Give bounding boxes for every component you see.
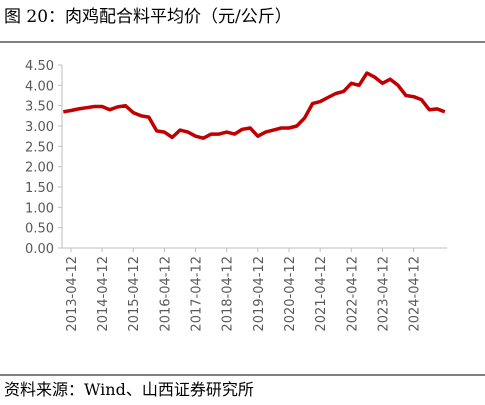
y-tick-label: 2.50	[25, 140, 54, 155]
x-tick-label: 2023-04-12	[376, 256, 391, 332]
y-tick-label: 1.50	[25, 181, 54, 196]
x-tick-label: 2024-04-12	[408, 256, 423, 332]
x-tick-label: 2022-04-12	[345, 256, 360, 332]
y-tick-label: 4.00	[25, 79, 54, 94]
y-tick-label: 1.00	[25, 201, 54, 216]
y-tick-label: 3.00	[25, 120, 54, 135]
x-tick-label: 2019-04-12	[252, 256, 267, 332]
y-tick-label: 0.00	[25, 242, 54, 257]
x-tick-label: 2015-04-12	[127, 256, 142, 332]
y-tick-label: 4.50	[25, 59, 54, 74]
x-tick-label: 2014-04-12	[96, 256, 111, 332]
x-tick-label: 2021-04-12	[314, 256, 329, 332]
x-tick-label: 2018-04-12	[221, 256, 236, 332]
y-tick-label: 2.00	[25, 161, 54, 176]
x-tick-label: 2020-04-12	[283, 256, 298, 332]
x-tick-label: 2016-04-12	[158, 256, 173, 332]
x-tick-label: 2013-04-12	[65, 256, 80, 332]
x-tick-label: 2017-04-12	[190, 256, 205, 332]
chart-title: 图 20：肉鸡配合料平均价（元/公斤）	[4, 7, 292, 27]
data-line	[63, 71, 446, 140]
y-tick-label: 3.50	[25, 100, 54, 115]
source: 资料来源：Wind、山西证券研究所	[4, 380, 254, 399]
y-tick-label: 0.50	[25, 222, 54, 237]
